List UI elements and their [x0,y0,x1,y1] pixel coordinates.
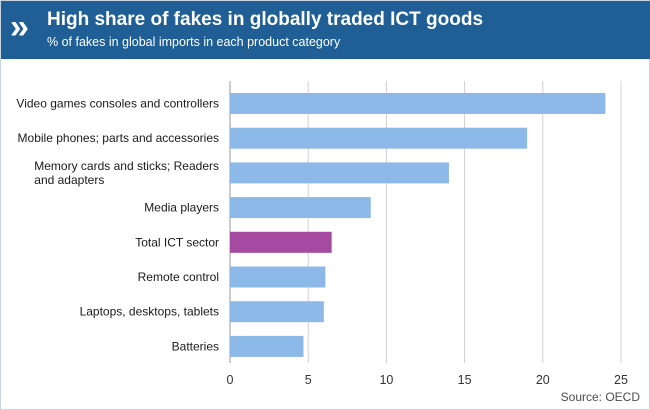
bar-2 [230,162,449,184]
bar-5 [230,266,326,288]
header-banner: » High share of fakes in globally traded… [1,1,650,59]
bar-1 [230,127,528,149]
bar-7 [230,335,304,357]
category-label: Video games consoles and controllers [16,97,219,111]
x-tick-label: 25 [614,373,628,387]
source-note: Source: OECD [560,390,640,404]
category-label: Batteries [172,339,219,353]
bar-4 [230,231,332,253]
x-tick-label: 10 [379,373,393,387]
chart-subtitle: % of fakes in global imports in each pro… [47,35,341,49]
bar-0 [230,93,606,114]
bar-6 [230,301,324,323]
x-tick-label: 5 [305,373,312,387]
category-label: Total ICT sector [135,235,219,249]
category-label: Laptops, desktops, tablets [80,305,219,319]
category-label: Memory cards and sticks; Readers [34,159,219,173]
bar-3 [230,197,371,219]
category-label: and adapters [34,173,104,187]
chart-title: High share of fakes in globally traded I… [47,9,484,30]
category-label: Media players [144,201,219,215]
category-label: Remote control [138,270,219,284]
x-tick-label: 0 [227,373,234,387]
x-tick-label: 15 [458,373,472,387]
x-tick-label: 20 [536,373,550,387]
category-label: Mobile phones; parts and accessories [18,131,219,145]
